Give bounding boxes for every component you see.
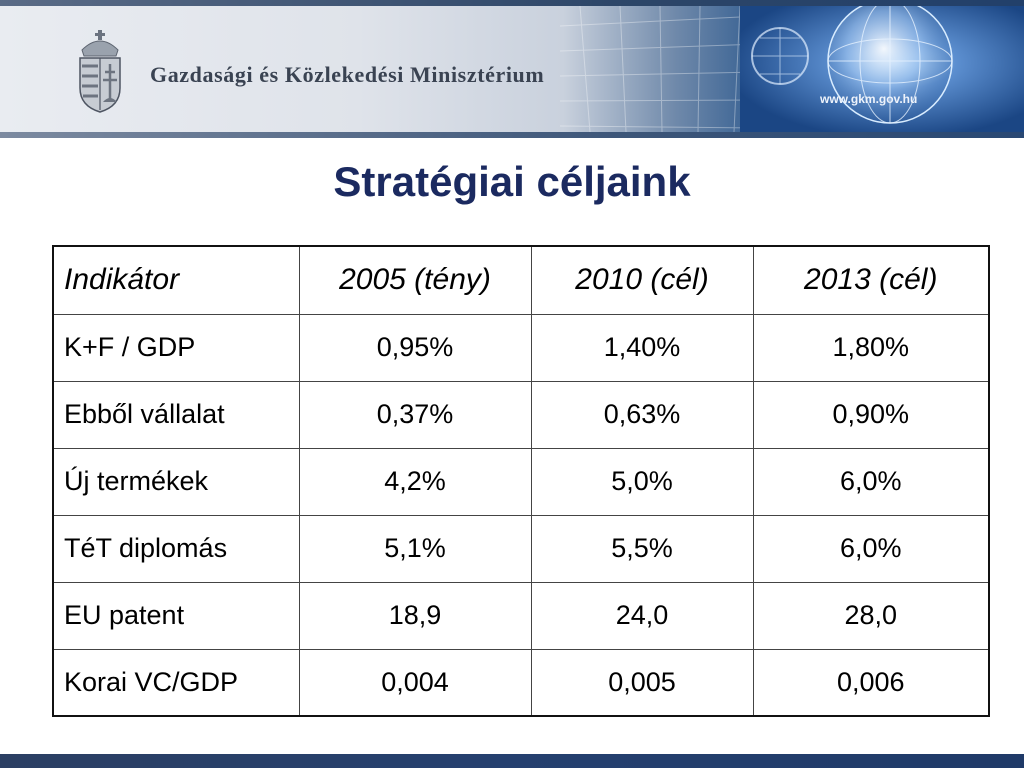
table-cell: 6,0%: [752, 447, 990, 516]
banner-top-stripe: [0, 0, 1024, 6]
table-cell: 0,95%: [298, 313, 532, 382]
table-cell: 5,5%: [530, 514, 754, 583]
footer-bar: [0, 754, 1024, 768]
ministry-name: Gazdasági és Közlekedési Minisztérium: [150, 62, 545, 87]
slide-title: Stratégiai céljaink: [333, 158, 691, 205]
table-cell: 5,0%: [530, 447, 754, 516]
table-cell: 0,63%: [530, 380, 754, 449]
indicator-table: Indikátor 2005 (tény) 2010 (cél) 2013 (c…: [52, 245, 990, 717]
table-cell: 0,37%: [298, 380, 532, 449]
table-cell: 1,80%: [752, 313, 990, 382]
table-cell: 0,90%: [752, 380, 990, 449]
globe-icon: [740, 6, 1024, 132]
table-cell: 5,1%: [298, 514, 532, 583]
row-label: EU patent: [52, 581, 300, 650]
column-header-2010: 2010 (cél): [530, 245, 754, 315]
indicator-table-container: Indikátor 2005 (tény) 2010 (cél) 2013 (c…: [52, 245, 990, 717]
column-header-2005: 2005 (tény): [298, 245, 532, 315]
table-cell: 24,0: [530, 581, 754, 650]
row-label: TéT diplomás: [52, 514, 300, 583]
table-row: TéT diplomás 5,1% 5,5% 6,0%: [52, 514, 990, 583]
table-row: K+F / GDP 0,95% 1,40% 1,80%: [52, 313, 990, 382]
table-header-row: Indikátor 2005 (tény) 2010 (cél) 2013 (c…: [52, 245, 990, 315]
table-row: EU patent 18,9 24,0 28,0: [52, 581, 990, 650]
table-row: Korai VC/GDP 0,004 0,005 0,006: [52, 648, 990, 717]
header-banner: Gazdasági és Közlekedési Minisztérium ww…: [0, 0, 1024, 138]
table-cell: 28,0: [752, 581, 990, 650]
row-label: K+F / GDP: [52, 313, 300, 382]
table-cell: 1,40%: [530, 313, 754, 382]
table-cell: 6,0%: [752, 514, 990, 583]
table-cell: 18,9: [298, 581, 532, 650]
table-row: Új termékek 4,2% 5,0% 6,0%: [52, 447, 990, 516]
row-label: Korai VC/GDP: [52, 648, 300, 717]
column-header-indicator: Indikátor: [52, 245, 300, 315]
banner-bottom-stripe: [0, 132, 1024, 138]
hungarian-coat-of-arms-icon: [79, 30, 121, 113]
row-label: Új termékek: [52, 447, 300, 516]
table-cell: 0,005: [530, 648, 754, 717]
grid-pattern-decoration: [560, 6, 760, 132]
table-cell: 4,2%: [298, 447, 532, 516]
table-row: Ebből vállalat 0,37% 0,63% 0,90%: [52, 380, 990, 449]
table-cell: 0,006: [752, 648, 990, 717]
table-cell: 0,004: [298, 648, 532, 717]
website-address: www.gkm.gov.hu: [820, 92, 918, 106]
column-header-2013: 2013 (cél): [752, 245, 990, 315]
row-label: Ebből vállalat: [52, 380, 300, 449]
